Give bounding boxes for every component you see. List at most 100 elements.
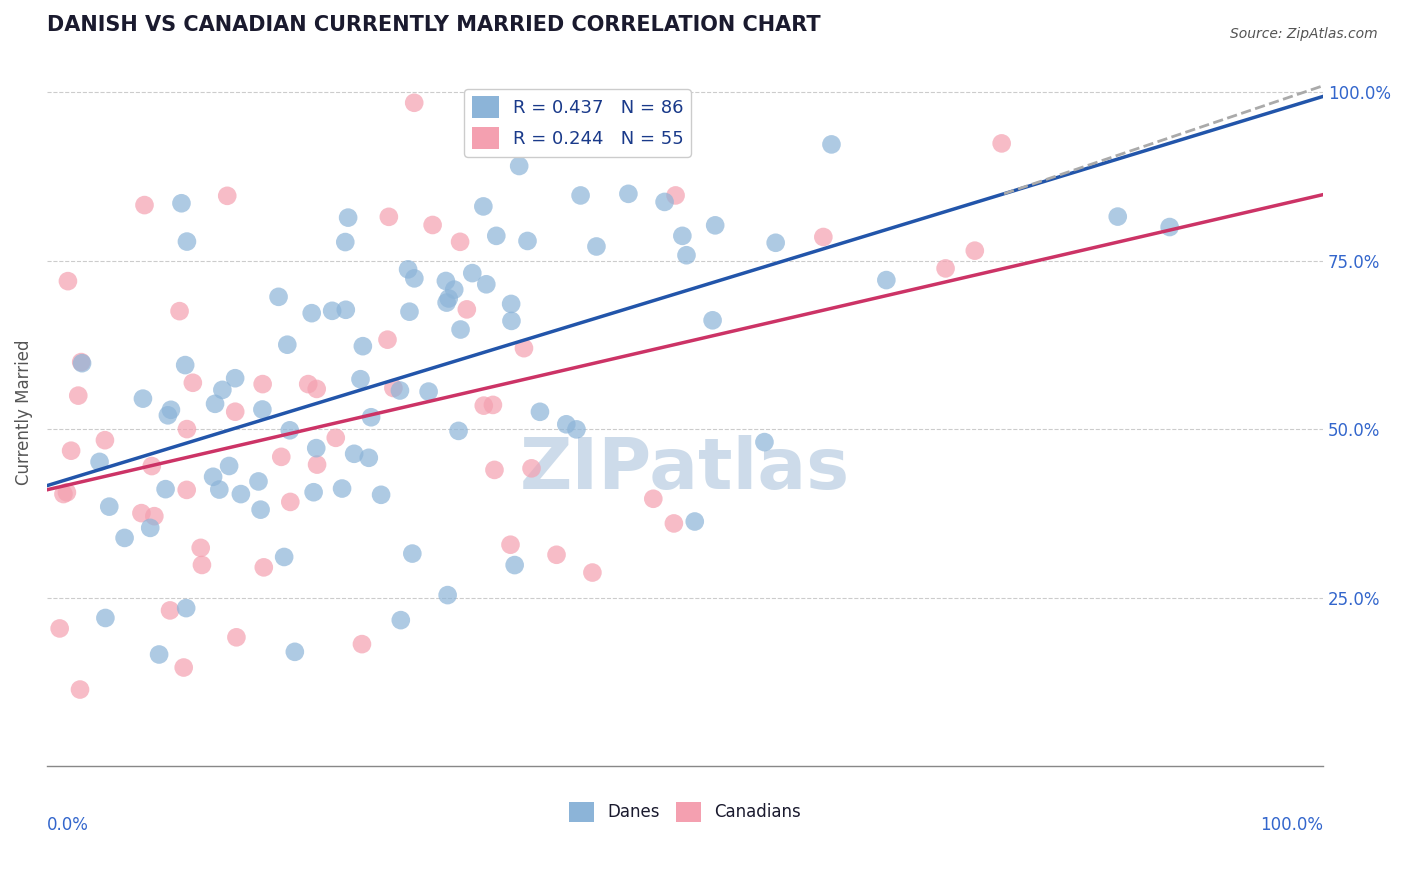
Point <box>485 228 508 243</box>
Point <box>305 382 328 396</box>
Point <box>704 219 727 233</box>
Point <box>813 230 835 244</box>
Point <box>305 441 328 455</box>
Point <box>330 482 353 496</box>
Point <box>565 422 588 436</box>
Point <box>820 137 842 152</box>
Point <box>617 136 640 151</box>
Point <box>139 521 162 535</box>
Point <box>443 283 465 297</box>
Point <box>132 392 155 406</box>
Point <box>352 339 374 353</box>
Point <box>529 405 551 419</box>
Point <box>436 588 458 602</box>
Point <box>450 322 472 336</box>
Point <box>382 381 405 395</box>
Point <box>990 136 1012 151</box>
Point <box>343 447 366 461</box>
Point <box>683 515 706 529</box>
Point <box>325 431 347 445</box>
Point <box>520 461 543 475</box>
Point <box>156 409 179 423</box>
Point <box>664 188 686 202</box>
Point <box>643 491 665 506</box>
Point <box>555 417 578 432</box>
Text: ZIPatlas: ZIPatlas <box>520 434 851 504</box>
Point <box>360 410 382 425</box>
Point <box>654 194 676 209</box>
Point <box>98 500 121 514</box>
Point <box>297 377 319 392</box>
Point <box>307 458 329 472</box>
Point <box>499 538 522 552</box>
Point <box>218 458 240 473</box>
Point <box>675 248 697 262</box>
Point <box>173 660 195 674</box>
Point <box>475 277 498 292</box>
Text: Source: ZipAtlas.com: Source: ZipAtlas.com <box>1230 27 1378 41</box>
Point <box>404 95 426 110</box>
Text: 0.0%: 0.0% <box>46 816 89 834</box>
Point <box>513 341 536 355</box>
Point <box>389 613 412 627</box>
Point <box>276 337 298 351</box>
Point <box>377 333 399 347</box>
Point <box>247 475 270 489</box>
Point <box>585 239 607 253</box>
Point <box>278 495 301 509</box>
Point <box>935 261 957 276</box>
Point <box>335 235 357 249</box>
Point <box>225 630 247 644</box>
Point <box>401 547 423 561</box>
Point <box>141 458 163 473</box>
Point <box>569 188 592 202</box>
Point <box>436 295 458 310</box>
Point <box>1107 210 1129 224</box>
Point <box>94 433 117 447</box>
Point <box>191 558 214 572</box>
Point <box>337 211 360 225</box>
Point <box>89 455 111 469</box>
Point <box>617 186 640 201</box>
Point <box>472 399 495 413</box>
Point <box>114 531 136 545</box>
Point <box>461 266 484 280</box>
Point <box>501 314 523 328</box>
Point <box>52 487 75 501</box>
Point <box>160 402 183 417</box>
Point <box>229 487 252 501</box>
Point <box>662 516 685 531</box>
Point <box>169 304 191 318</box>
Point <box>472 199 495 213</box>
Point <box>437 292 460 306</box>
Point <box>447 424 470 438</box>
Point <box>176 235 198 249</box>
Point <box>398 304 420 318</box>
Point <box>208 483 231 497</box>
Point <box>422 218 444 232</box>
Point <box>217 189 239 203</box>
Point <box>70 356 93 370</box>
Point <box>211 383 233 397</box>
Point <box>253 560 276 574</box>
Point <box>148 648 170 662</box>
Point <box>378 210 401 224</box>
Text: DANISH VS CANADIAN CURRENTLY MARRIED CORRELATION CHART: DANISH VS CANADIAN CURRENTLY MARRIED COR… <box>46 15 821 35</box>
Point <box>69 682 91 697</box>
Point <box>181 376 204 390</box>
Y-axis label: Currently Married: Currently Married <box>15 340 32 485</box>
Point <box>204 397 226 411</box>
Point <box>155 482 177 496</box>
Point <box>456 302 478 317</box>
Point <box>449 235 471 249</box>
Point <box>396 262 419 277</box>
Point <box>176 422 198 436</box>
Point <box>170 196 193 211</box>
Point <box>174 358 197 372</box>
Point <box>143 509 166 524</box>
Point <box>224 371 246 385</box>
Point <box>671 228 693 243</box>
Point <box>516 234 538 248</box>
Point <box>134 198 156 212</box>
Point <box>321 303 343 318</box>
